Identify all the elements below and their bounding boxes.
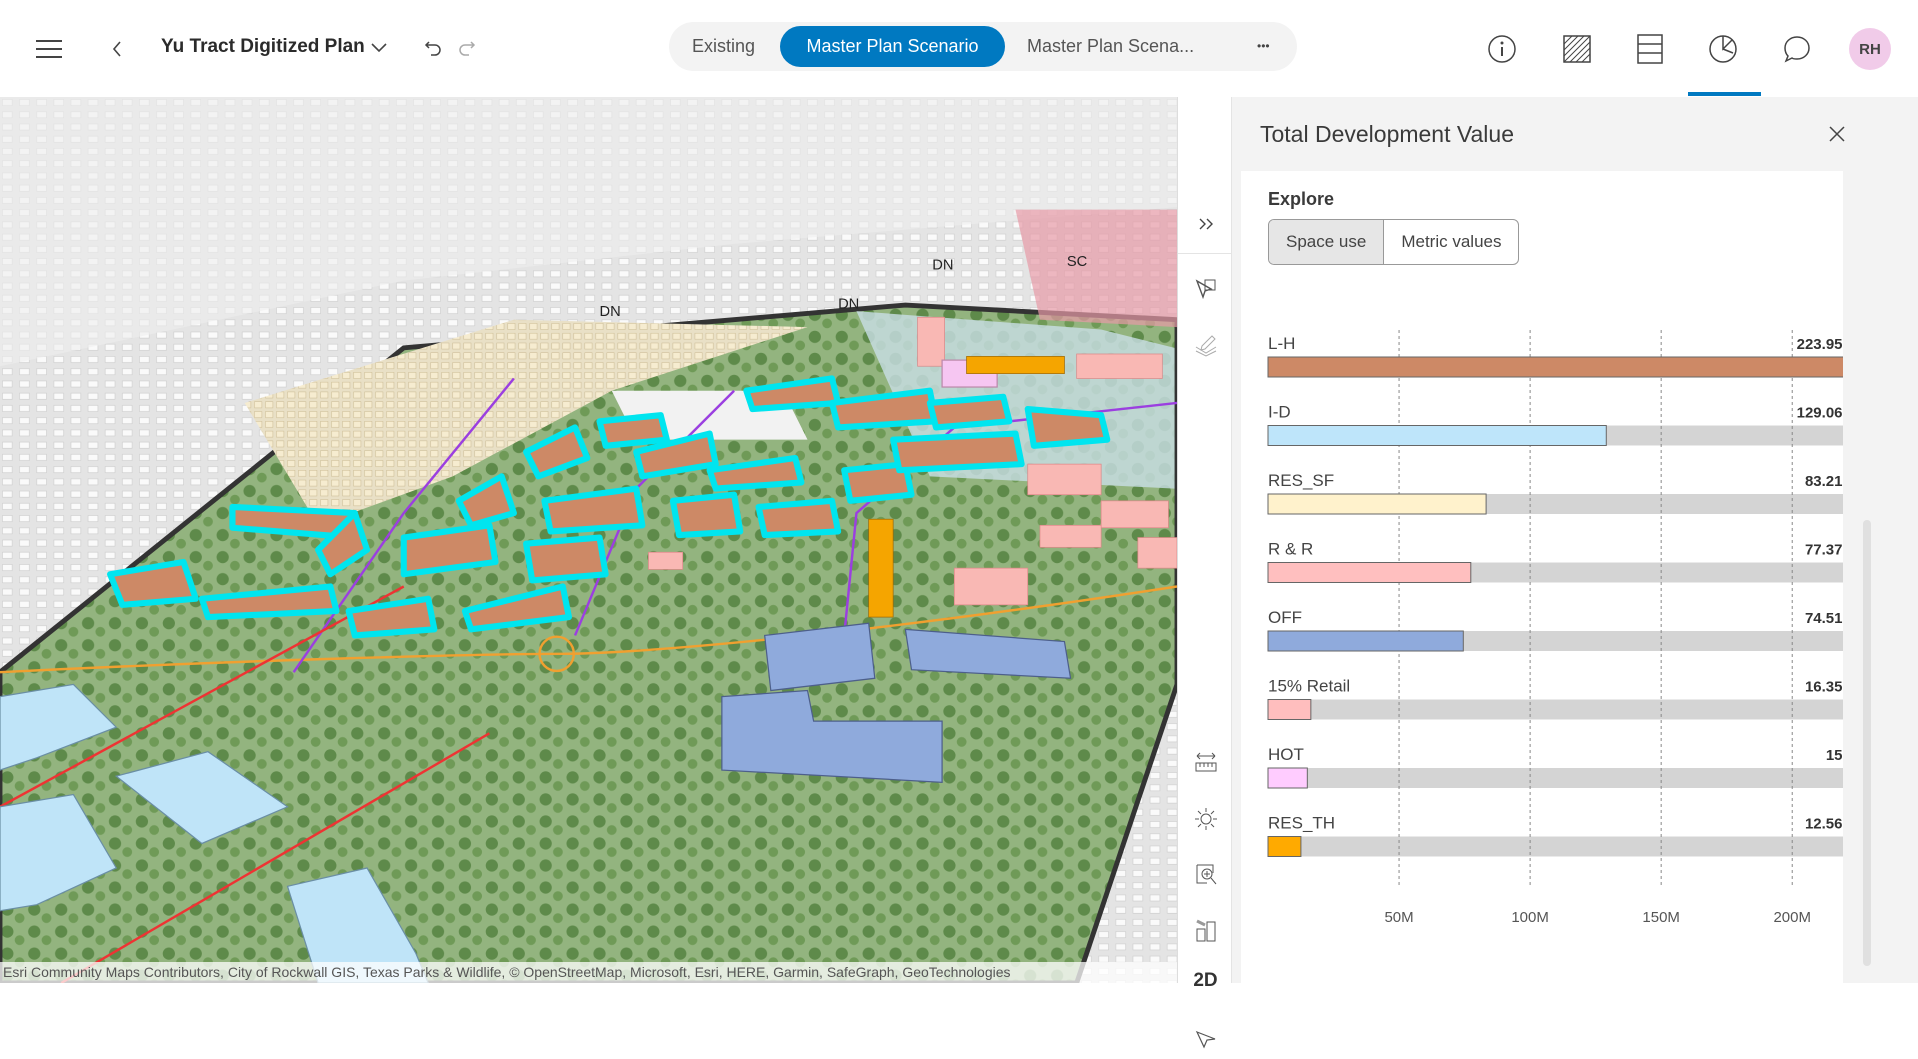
bar [1267,836,1302,857]
bar-category-label: OFF [1268,608,1302,627]
scenario-tabs: Existing Master Plan Scenario Master Pla… [669,22,1297,71]
plan-title[interactable]: Yu Tract Digitized Plan [161,36,365,57]
x-tick-label: 150M [1642,909,1680,926]
bar-category-label: RES_SF [1268,471,1334,490]
bar-value-label: 223.95M [1797,336,1843,353]
bar-value-label: 15M [1826,747,1843,764]
bar-track [1268,699,1843,720]
bar-value-label: 129.06M [1797,405,1843,422]
tool-strip: 2D [1177,97,1233,1049]
bar-category-label: 15% Retail [1268,677,1350,696]
info-icon[interactable] [1486,33,1518,65]
bar-value-label: 12.56M [1805,816,1843,833]
map-label: DN [600,304,621,320]
bar-category-label: L-H [1268,334,1295,353]
top-bar: Yu Tract Digitized Plan Existing Master … [0,0,1918,97]
bar-value-label: 16.35M [1805,679,1843,696]
pie-chart-icon[interactable] [1707,33,1739,65]
layers-edit-icon[interactable] [1178,325,1233,365]
close-icon[interactable] [1822,119,1852,149]
explore-segmented-control: Space use Metric values [1268,219,1520,265]
explore-label: Explore [1268,189,1335,209]
bar-chart: 50M 100M 150M 200M L-H 223.95M I-D 129.06M RES_S… [1267,330,1843,926]
zoom-area-icon[interactable] [1178,854,1233,894]
bar [1267,493,1487,515]
daylight-icon[interactable] [1178,799,1233,839]
tab-master-plan-scenario[interactable]: Master Plan Scenario [780,26,1005,67]
panel-scrollbar[interactable] [1863,520,1871,966]
map-attribution[interactable]: Esri Community Maps Contributors, City o… [0,962,1177,983]
buildings-icon[interactable] [1178,910,1233,950]
hatch-icon[interactable] [1561,33,1593,65]
bar-track [1268,836,1843,857]
table-icon[interactable] [1634,33,1666,65]
x-tick-label: 100M [1511,909,1549,926]
segment-metric-values[interactable]: Metric values [1401,232,1502,251]
bar-category-label: HOT [1268,745,1304,764]
bar-value-label: 74.51M [1805,610,1843,627]
bar-track [1268,768,1843,788]
back-icon[interactable] [105,34,129,64]
panel-title: Total Development Value [1260,121,1514,147]
x-tick-label: 200M [1773,909,1811,926]
bar-category-label: R & R [1268,540,1313,559]
collapse-icon[interactable] [1178,194,1233,254]
2d-toggle-button[interactable]: 2D [1193,970,1218,991]
bar [1267,630,1464,652]
bar-category-label: I-D [1268,403,1291,422]
bar [1267,699,1312,720]
select-icon[interactable] [1178,269,1233,309]
bar [1267,767,1308,789]
chart-card: Explore Space use Metric values 50M 100M 1… [1241,171,1843,991]
chevron-down-icon[interactable] [368,36,390,60]
tab-existing[interactable]: Existing [692,36,756,56]
x-tick-label: 50M [1384,909,1413,926]
active-tool-indicator [1688,92,1761,96]
map-label: DN [838,297,859,313]
comment-icon[interactable] [1781,33,1813,65]
tab-master-plan-scenario-2[interactable]: Master Plan Scena... [1027,36,1195,56]
redo-icon[interactable] [455,36,479,60]
avatar[interactable]: RH [1849,28,1891,70]
bar-category-label: RES_TH [1268,814,1335,833]
bar [1267,425,1607,446]
navigate-icon[interactable] [1178,1019,1233,1059]
menu-icon[interactable] [32,32,66,66]
more-scenarios-button[interactable]: ••• [1257,39,1270,53]
map-label: DN [932,258,953,274]
bar [1267,562,1472,583]
chart-panel: Total Development Value Explore Space us… [1232,97,1918,991]
bar-value-label: 77.37M [1805,542,1843,559]
scene-3d[interactable]: DN DN DN SC [0,97,1177,983]
bar [1267,356,1843,378]
segment-space-use[interactable]: Space use [1269,220,1385,264]
undo-icon[interactable] [421,36,445,60]
map-view[interactable]: DN DN DN SC Esri Community Maps Contribu… [0,97,1177,983]
map-label: SC [1067,254,1088,270]
bar-value-label: 83.21M [1805,473,1843,490]
measure-icon[interactable] [1178,742,1233,782]
